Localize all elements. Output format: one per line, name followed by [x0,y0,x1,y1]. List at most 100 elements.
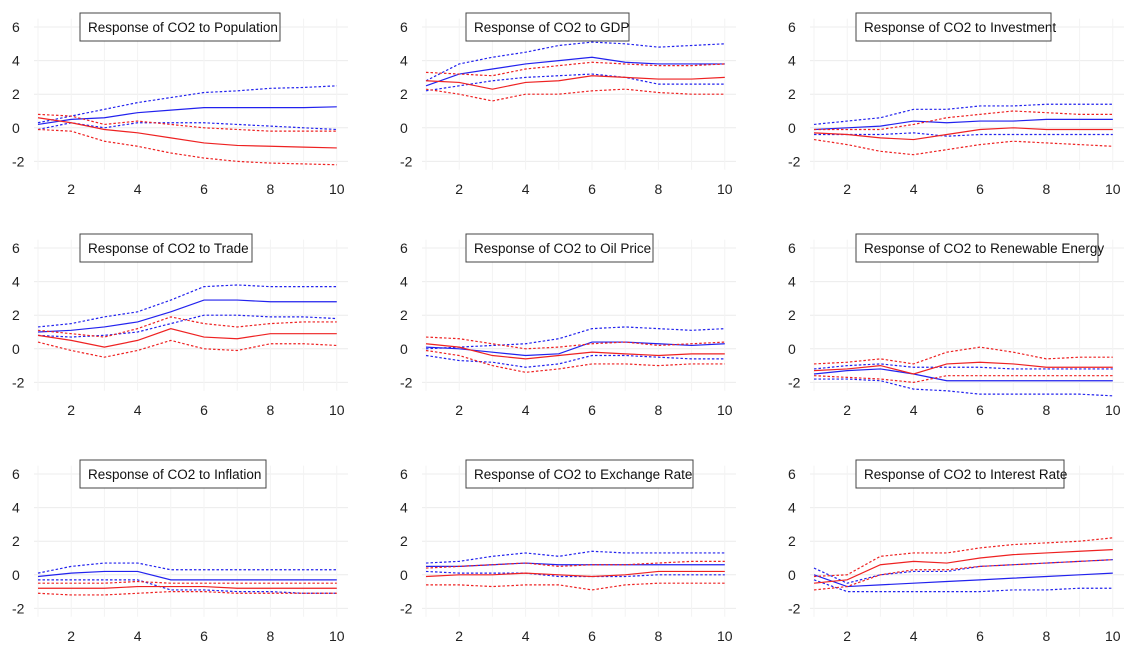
chart-panel: 6 4 2 0 -2 2 4 6 8 10 Response of CO2 to Populatio… [12,12,348,197]
y-tick-label: 0 [400,120,408,136]
series-line-dotted [38,580,337,584]
x-tick-label: 8 [267,181,275,197]
series-line-dotted [813,537,1113,578]
y-tick-label: -2 [12,374,25,390]
y-tick-label: 6 [400,466,408,482]
chart-title: Response of CO2 to GDP [474,20,629,35]
x-tick-label: 6 [588,628,596,644]
x-tick-label: 6 [588,181,596,197]
x-tick-label: 2 [67,402,75,418]
series-line-solid [813,118,1113,131]
y-tick-label: 2 [12,533,20,549]
chart-title: Response of CO2 to Interest Rate [864,467,1067,482]
y-tick-label: 4 [12,500,20,516]
series-line-solid [37,328,337,348]
series-line-dotted [37,562,337,574]
series-line-dotted [425,73,725,92]
x-tick-label: 10 [1105,628,1121,644]
series-line-dotted [813,375,1113,384]
y-tick-label: 2 [400,86,408,102]
y-tick-label: 6 [12,19,20,35]
series-line-dotted [813,346,1113,365]
y-tick-label: 4 [400,274,408,290]
series-line-solid [37,570,337,581]
x-tick-label: 4 [522,402,530,418]
series-line-dotted [425,560,725,569]
title-box [855,12,1052,42]
series-line-dotted [425,88,725,102]
series-line-solid [425,341,725,357]
series-line-dotted [813,559,1113,584]
y-tick-label: 0 [788,567,796,583]
series-line-dotted [37,284,337,328]
x-tick-label: 4 [522,181,530,197]
series-line-dotted [38,579,337,594]
x-tick-label: 10 [329,181,345,197]
y-tick-label: 6 [400,240,408,256]
x-tick-label: 2 [455,628,463,644]
x-tick-label: 10 [1105,402,1121,418]
series-line-solid [37,299,337,333]
title-box [465,12,630,42]
y-tick-label: 2 [400,533,408,549]
y-tick-label: -2 [12,600,25,616]
chart-panel: 6 4 2 0 -2 2 4 6 8 10 Response of CO2 to Investmen… [788,12,1124,197]
series-line-solid [813,549,1113,584]
x-tick-label: 2 [67,181,75,197]
chart-panel: 6 4 2 0 -2 2 4 6 8 10 Response of CO2 to Renewable… [788,233,1124,418]
x-tick-label: 4 [134,402,142,418]
series-line-dotted [814,132,1113,137]
title-box [79,233,253,263]
x-tick-label: 8 [267,402,275,418]
chart-panel: 6 4 2 0 -2 2 4 6 8 10 Response of CO2 to GDP [400,12,736,197]
y-tick-label: 0 [400,567,408,583]
x-tick-label: 6 [200,402,208,418]
y-tick-label: 0 [12,567,20,583]
series-line-solid [37,117,337,149]
series-line-dotted [813,138,1113,156]
x-tick-label: 10 [1105,181,1121,197]
series-line-solid [425,56,725,87]
y-tick-label: 0 [788,120,796,136]
series-line-dotted [37,339,337,358]
x-tick-label: 10 [717,181,733,197]
y-tick-label: 6 [788,19,796,35]
x-tick-label: 8 [1043,628,1051,644]
title-box [855,459,1065,489]
y-tick-label: 0 [12,341,20,357]
x-tick-label: 6 [200,628,208,644]
title-box [855,233,1099,263]
chart-title: Response of CO2 to Renewable Energy [864,241,1104,256]
series-line-solid [425,570,725,578]
series-line-solid [425,75,725,90]
y-tick-label: -2 [400,600,413,616]
chart-panel: 6 4 2 0 -2 2 4 6 8 10 Response of CO2 to Exchange … [400,459,736,644]
y-tick-label: -2 [400,374,413,390]
x-tick-label: 10 [717,628,733,644]
chart-title: Response of CO2 to Investment [864,20,1056,35]
series-line-dotted [426,582,725,591]
x-tick-label: 10 [717,402,733,418]
x-tick-label: 6 [200,181,208,197]
y-tick-label: 6 [12,240,20,256]
series-line-dotted [425,326,725,350]
series-line-dotted [813,579,1113,593]
y-tick-label: 2 [12,307,20,323]
x-tick-label: 2 [843,402,851,418]
series-line-dotted [37,122,337,131]
series-line-dotted [813,363,1113,370]
x-tick-label: 2 [843,181,851,197]
x-tick-label: 8 [267,628,275,644]
x-tick-label: 8 [1043,181,1051,197]
x-tick-label: 8 [655,628,663,644]
series-line-dotted [425,570,725,578]
y-tick-label: 4 [12,53,20,69]
y-tick-label: 6 [12,466,20,482]
y-tick-label: -2 [788,600,801,616]
y-tick-label: 2 [400,307,408,323]
x-tick-label: 10 [329,402,345,418]
x-tick-label: 2 [67,628,75,644]
series-line-dotted [37,128,337,166]
